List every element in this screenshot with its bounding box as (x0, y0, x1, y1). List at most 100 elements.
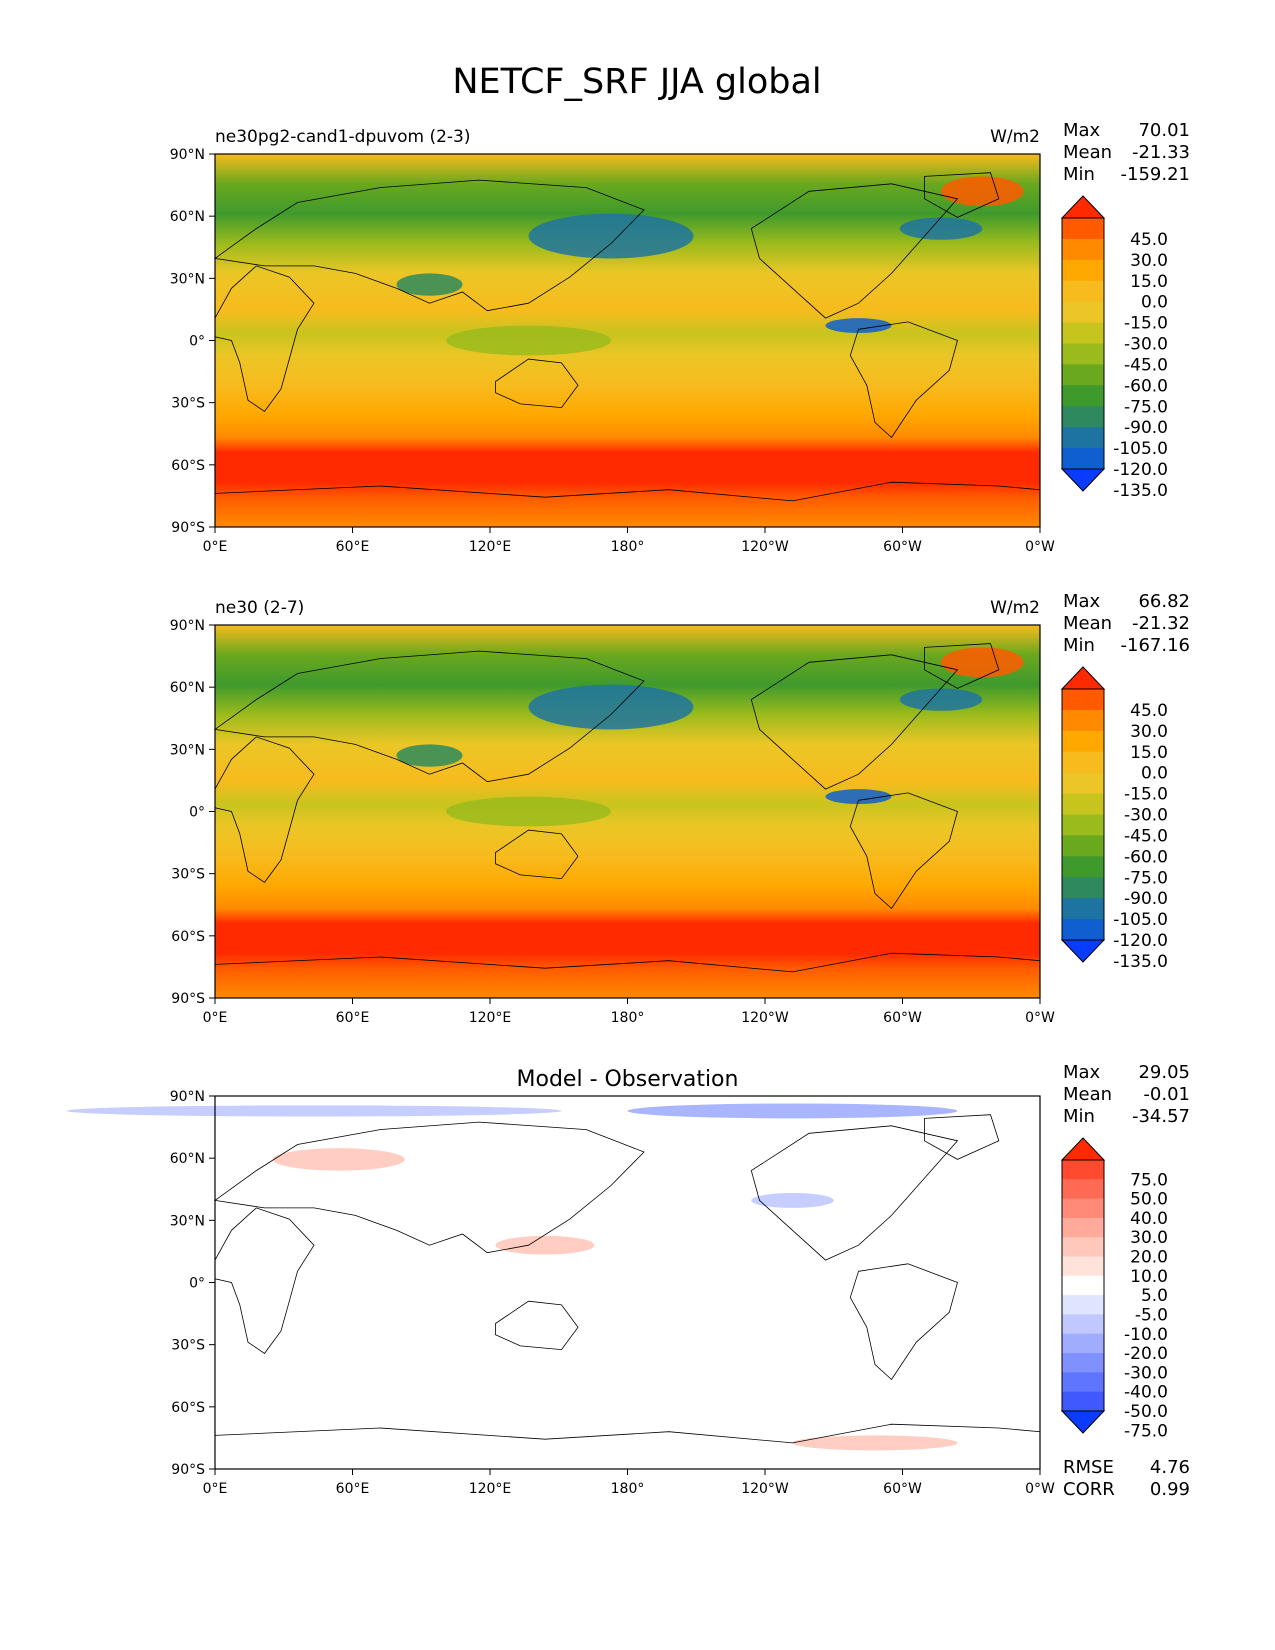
colorbar-swatch (1062, 730, 1104, 753)
stat-value-min: -167.16 (1121, 635, 1190, 656)
colorbar-tick-label: -105.0 (1113, 910, 1168, 930)
lat-tick-label: 60°S (171, 929, 205, 945)
coastline (495, 829, 579, 880)
lat-tick-label: 90°N (170, 618, 205, 634)
colorbar-tick-label: -30.0 (1124, 335, 1168, 355)
coastline (213, 179, 645, 312)
panel-units: W/m2 (990, 598, 1040, 618)
colorbar-swatch (1062, 1160, 1104, 1180)
colorbar-tick-label: -45.0 (1124, 826, 1168, 846)
colorbar-swatch (1062, 406, 1104, 428)
colorbar-tick-label: 30.0 (1130, 251, 1168, 271)
panel-left-title: ne30pg2-cand1-dpuvom (2-3) (215, 127, 471, 147)
coastline (849, 321, 958, 439)
lon-tick-label: 60°E (336, 1481, 370, 1497)
colorbar-tick-label: -135.0 (1113, 952, 1168, 972)
colorbar-tick-label: -75.0 (1124, 1421, 1168, 1441)
panel-left-title: ne30 (2-7) (215, 598, 304, 618)
colorbar-tick-label: 40.0 (1130, 1209, 1168, 1229)
contour-blob (825, 789, 892, 805)
contour-blob (66, 1105, 562, 1117)
lat-tick-label: 90°S (171, 1462, 205, 1478)
colorbar-swatch (1062, 898, 1104, 920)
panel-center-title: Model - Observation (517, 1067, 739, 1092)
colorbar-tick-label: 15.0 (1130, 743, 1168, 763)
coastline (924, 172, 1000, 218)
stat-value-min: -159.21 (1121, 164, 1190, 185)
colorbar-tick-label: -60.0 (1124, 847, 1168, 867)
colorbar-tick-label: 45.0 (1130, 230, 1168, 250)
coastline (750, 654, 959, 790)
lon-tick-label: 60°W (883, 1481, 922, 1497)
colorbar-tick-label: -10.0 (1124, 1325, 1168, 1345)
stat-label-min: Min (1063, 635, 1095, 656)
colorbar-swatch (1062, 218, 1104, 240)
contour-blob (446, 796, 611, 827)
colorbar-extend-top (1060, 195, 1106, 219)
lon-tick-label: 120°E (469, 1481, 512, 1497)
lon-tick-label: 120°E (469, 539, 512, 555)
colorbar-extend-top (1060, 666, 1106, 690)
lat-tick-label: 30°N (170, 271, 205, 287)
lat-tick-label: 90°S (171, 991, 205, 1007)
colorbar-tick-label: -15.0 (1124, 314, 1168, 334)
map-panel-test: ne30pg2-cand1-dpuvom (2-3) W/m2 90°N 60°N 30… (170, 120, 1190, 555)
contour-blob (528, 684, 694, 730)
lon-tick-label: 180° (611, 539, 645, 555)
lat-tick-label: 90°N (170, 1089, 205, 1105)
colorbar-extend-top (1060, 1137, 1106, 1161)
colorbar-swatch (1062, 793, 1104, 815)
stat-label-corr: CORR (1063, 1479, 1115, 1500)
stat-label-min: Min (1063, 1106, 1095, 1127)
colorbar-tick-label: -105.0 (1113, 439, 1168, 459)
stat-label-mean: Mean (1063, 142, 1112, 163)
coastline (750, 1125, 959, 1261)
contour-blob (627, 1103, 958, 1119)
panels: ne30pg2-cand1-dpuvom (2-3) W/m2 90°N 60°N 30… (66, 120, 1190, 1500)
stat-label-max: Max (1063, 120, 1101, 141)
colorbar-swatch (1062, 1198, 1104, 1219)
colorbar-tick-label: -30.0 (1124, 1363, 1168, 1383)
stat-label-min: Min (1063, 164, 1095, 185)
colorbar-tick-label: 45.0 (1130, 701, 1168, 721)
stat-label-mean: Mean (1063, 1084, 1112, 1105)
colorbar-extend-bottom (1060, 939, 1106, 963)
stat-value-corr: 0.99 (1150, 1479, 1190, 1500)
coastline (213, 1121, 645, 1254)
colorbar-swatch (1062, 1256, 1104, 1277)
colorbar-tick-label: -50.0 (1124, 1402, 1168, 1422)
contour-blob (528, 213, 694, 259)
contour-blob (751, 1192, 834, 1208)
colorbar-swatch (1062, 1179, 1104, 1200)
colorbar-tick-label: 10.0 (1130, 1267, 1168, 1287)
colorbar-tick-label: -15.0 (1124, 785, 1168, 805)
colorbar-swatch (1062, 238, 1104, 261)
colorbar-tick-label: 20.0 (1130, 1248, 1168, 1268)
lat-tick-label: 60°N (170, 209, 205, 225)
contour-blob (825, 318, 892, 334)
stat-value-mean: -21.32 (1132, 613, 1190, 634)
colorbar-swatch (1062, 772, 1104, 795)
stat-value-min: -34.57 (1132, 1106, 1190, 1127)
lon-tick-label: 60°E (336, 1010, 370, 1026)
stat-value-max: 29.05 (1138, 1062, 1190, 1083)
colorbar: 75.050.040.030.020.010.05.0-5.0-10.0-20.… (1060, 1137, 1168, 1441)
colorbar-swatch (1062, 280, 1104, 303)
colorbar-swatch (1062, 1333, 1104, 1354)
colorbar-swatch (1062, 1275, 1104, 1296)
colorbar: 45.030.015.00.0-15.0-30.0-45.0-60.0-75.0… (1060, 195, 1168, 501)
lat-tick-label: 0° (189, 334, 205, 350)
lon-tick-label: 0°E (203, 1481, 228, 1497)
map-field (215, 625, 1040, 998)
coastline (924, 1114, 1000, 1160)
lat-tick-label: 90°S (171, 520, 205, 536)
contour-blob (446, 325, 611, 356)
colorbar-swatch (1062, 1353, 1104, 1373)
coastline (214, 736, 315, 883)
colorbar-swatch (1062, 385, 1104, 407)
colorbar-tick-label: 0.0 (1141, 764, 1168, 784)
colorbar-tick-label: -120.0 (1113, 460, 1168, 480)
colorbar-swatch (1062, 856, 1104, 878)
colorbar-tick-label: -75.0 (1124, 397, 1168, 417)
colorbar-swatch (1062, 259, 1104, 282)
